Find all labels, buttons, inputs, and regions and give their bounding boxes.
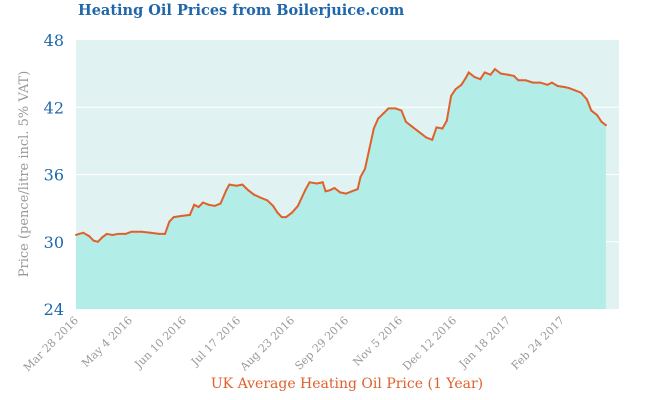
price-line bbox=[75, 67, 607, 243]
x-axis-label: UK Average Heating Oil Price (1 Year) bbox=[211, 376, 483, 392]
y-tick-label: 36 bbox=[44, 166, 64, 185]
x-tick-label: May 4 2016 bbox=[79, 314, 135, 370]
x-tick-label: Aug 23 2016 bbox=[237, 314, 297, 374]
x-tick-label: Mar 28 2016 bbox=[21, 314, 81, 374]
y-tick-label: 24 bbox=[44, 300, 64, 319]
y-tick-label: 30 bbox=[44, 233, 64, 252]
x-tick-label: Sep 29 2016 bbox=[292, 314, 351, 373]
chart-title: Heating Oil Prices from Boilerjuice.com bbox=[78, 2, 405, 19]
x-tick-label: Nov 5 2016 bbox=[350, 314, 405, 369]
y-axis-label: Price (pence/litre incl. 5% VAT) bbox=[17, 71, 32, 278]
x-tick-label: Jul 17 2016 bbox=[188, 314, 243, 369]
y-tick-label: 48 bbox=[44, 31, 64, 50]
x-tick-label: Jun 10 2016 bbox=[131, 314, 189, 372]
y-axis-ticks: 24 30 36 42 48 bbox=[44, 31, 64, 319]
x-tick-label: Feb 24 2017 bbox=[509, 314, 567, 372]
x-tick-label: Jan 18 2017 bbox=[456, 314, 513, 371]
x-tick-label: Dec 12 2016 bbox=[400, 314, 459, 373]
y-tick-label: 42 bbox=[44, 98, 64, 117]
price-area-fill bbox=[76, 69, 606, 309]
